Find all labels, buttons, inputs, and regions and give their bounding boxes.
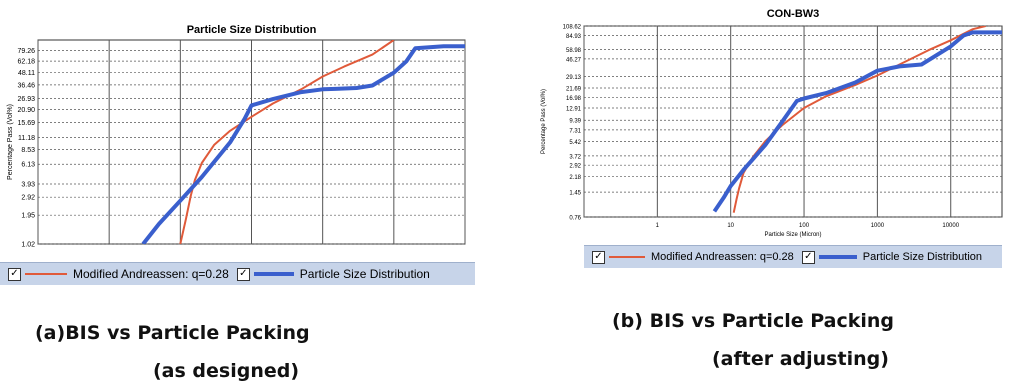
y-tick-label-6: 15.69 bbox=[17, 120, 35, 127]
series-line-particle-size-distribution bbox=[141, 44, 465, 244]
y-tick-label-15: 0.76 bbox=[569, 216, 581, 222]
legend-b: ✓ Modified Andreassen: q=0.28 ✓ Particle… bbox=[584, 245, 1002, 268]
legend-a-model-swatch bbox=[25, 273, 67, 275]
legend-b-model-swatch bbox=[609, 256, 645, 258]
caption-a-line1: (a)BIS vs Particle Packing bbox=[35, 322, 310, 344]
series-line-modified-andreassen bbox=[732, 26, 986, 213]
x-tick-label-2: 100 bbox=[799, 223, 810, 229]
y-tick-label-0: 108.62 bbox=[563, 25, 582, 31]
y-tick-label-9: 6.13 bbox=[21, 162, 35, 169]
y-tick-label-3: 46.27 bbox=[566, 57, 582, 63]
y-tick-label-2: 58.98 bbox=[566, 48, 582, 54]
chart-title: Particle Size Distribution bbox=[187, 24, 317, 36]
y-tick-label-5: 21.69 bbox=[566, 87, 582, 93]
chart-a: Particle Size Distribution 79.26 62.18 48.1… bbox=[7, 24, 466, 249]
legend-a-model-checkbox[interactable]: ✓ bbox=[8, 267, 21, 281]
y-tick-label-9: 7.31 bbox=[569, 128, 581, 134]
y-tick-label-8: 9.39 bbox=[569, 119, 581, 125]
y-tick-label-12: 2.92 bbox=[569, 164, 581, 170]
x-tick-label-4: 10000 bbox=[942, 223, 959, 229]
y-tick-label-11: 2.92 bbox=[21, 195, 35, 202]
legend-b-model-label: Modified Andreassen: q=0.28 bbox=[651, 251, 794, 263]
y-axis-label: Percentage Pass (Vol%) bbox=[541, 89, 547, 154]
chart-title: CON-BW3 bbox=[767, 8, 820, 20]
series-line-particle-size-distribution bbox=[712, 30, 1002, 213]
y-tick-label-8: 8.53 bbox=[21, 147, 35, 154]
x-tick-label-0: 1 bbox=[656, 223, 660, 229]
y-tick-label-10: 5.42 bbox=[569, 140, 581, 146]
y-tick-label-2: 48.11 bbox=[18, 70, 35, 77]
legend-b-psd-swatch bbox=[818, 255, 857, 259]
legend-b-model-checkbox[interactable]: ✓ bbox=[592, 250, 605, 264]
x-axis-label: Particle Size (Micron) bbox=[764, 232, 821, 238]
y-tick-label-7: 11.18 bbox=[18, 135, 35, 142]
legend-a: ✓ Modified Andreassen: q=0.28 ✓ Particle… bbox=[0, 262, 475, 285]
y-tick-label-1: 62.18 bbox=[17, 59, 35, 66]
caption-a-line2: (as designed) bbox=[153, 360, 300, 382]
x-tick-label-1: 10 bbox=[727, 223, 734, 229]
y-tick-label-5: 20.90 bbox=[17, 107, 35, 114]
y-tick-label-13: 1.02 bbox=[21, 242, 35, 249]
y-tick-label-6: 16.98 bbox=[566, 96, 582, 102]
legend-a-psd-swatch bbox=[253, 272, 294, 276]
chart-b: CON-BW3 108.62 84.93 58.98 46.27 29.13 21.69 16… bbox=[541, 8, 1003, 238]
y-tick-label-3: 36.46 bbox=[17, 82, 35, 89]
y-tick-label-13: 2.18 bbox=[569, 175, 581, 181]
y-tick-label-0: 79.26 bbox=[17, 48, 35, 55]
legend-a-psd-label: Particle Size Distribution bbox=[299, 267, 430, 281]
legend-a-model-label: Modified Andreassen: q=0.28 bbox=[73, 267, 229, 281]
y-tick-label-14: 1.45 bbox=[569, 191, 581, 197]
y-tick-label-10: 3.93 bbox=[21, 181, 35, 188]
y-tick-label-7: 12.91 bbox=[566, 106, 582, 112]
y-tick-label-4: 26.93 bbox=[17, 96, 35, 103]
legend-b-psd-checkbox[interactable]: ✓ bbox=[801, 250, 815, 264]
caption-b-line1: (b) BIS vs Particle Packing bbox=[612, 310, 894, 332]
legend-a-psd-checkbox[interactable]: ✓ bbox=[236, 267, 250, 281]
x-tick-label-3: 1000 bbox=[871, 223, 885, 229]
legend-b-psd-label: Particle Size Distribution bbox=[862, 251, 983, 263]
y-tick-label-4: 29.13 bbox=[566, 75, 582, 81]
y-tick-label-12: 1.95 bbox=[21, 213, 35, 220]
y-tick-label-11: 3.72 bbox=[569, 154, 581, 160]
y-tick-label-1: 84.93 bbox=[566, 34, 582, 40]
y-axis-label: Percentage Pass (Vol%) bbox=[7, 104, 14, 180]
caption-b-line2: (after adjusting) bbox=[712, 348, 889, 370]
